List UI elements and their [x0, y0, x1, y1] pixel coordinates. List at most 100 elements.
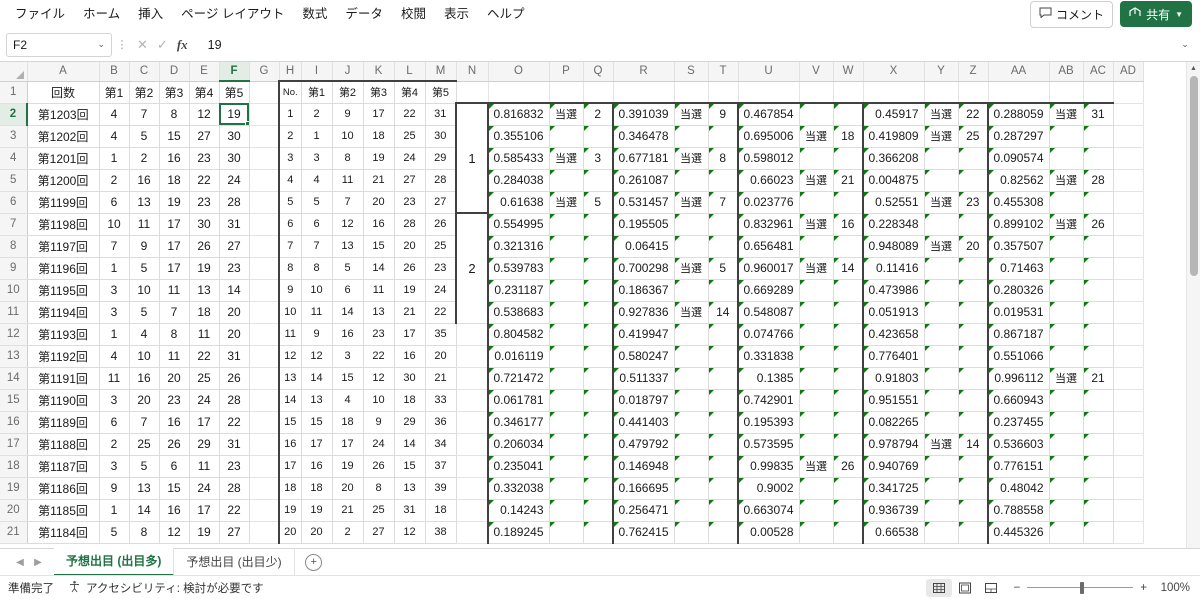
- cell-B12[interactable]: 1: [99, 323, 130, 346]
- column-header-C[interactable]: C: [129, 62, 160, 82]
- cell-R13[interactable]: 0.580247: [612, 345, 675, 368]
- cell-X21[interactable]: 0.66538: [862, 521, 925, 544]
- cell-R9[interactable]: 0.700298: [612, 257, 675, 280]
- cell-AC21[interactable]: [1083, 521, 1114, 544]
- vertical-scrollbar-thumb[interactable]: [1189, 76, 1198, 276]
- zoom-in-button[interactable]: +: [1140, 581, 1147, 594]
- empty-cell[interactable]: [613, 81, 675, 104]
- empty-cell[interactable]: [988, 81, 1050, 104]
- column-header-T[interactable]: T: [708, 62, 739, 82]
- cell-T10[interactable]: [708, 279, 739, 302]
- cell-P13[interactable]: [549, 345, 584, 368]
- cell-C4[interactable]: 2: [129, 147, 160, 170]
- cell-AB15[interactable]: [1049, 389, 1084, 412]
- cell-P15[interactable]: [549, 389, 584, 412]
- cell-F15[interactable]: 28: [219, 389, 250, 412]
- cell-W12[interactable]: [833, 323, 864, 346]
- cell-U8[interactable]: 0.656481: [737, 235, 800, 258]
- cell-AB2[interactable]: 当選: [1049, 102, 1084, 126]
- cell-K7[interactable]: 16: [363, 213, 395, 236]
- cell-S9[interactable]: 当選: [674, 257, 709, 280]
- column-header-B[interactable]: B: [99, 62, 130, 82]
- cell-Y16[interactable]: [924, 411, 959, 434]
- cell-A13[interactable]: 第1192回: [27, 345, 100, 368]
- cell-Z15[interactable]: [958, 389, 989, 412]
- cell-AB9[interactable]: [1049, 257, 1084, 280]
- cell-Z11[interactable]: [958, 301, 989, 324]
- cell-AA10[interactable]: 0.280326: [987, 279, 1050, 302]
- cell-M5[interactable]: 28: [425, 169, 457, 192]
- cell-AB21[interactable]: [1049, 521, 1084, 544]
- cell-Z10[interactable]: [958, 279, 989, 302]
- cell-AC9[interactable]: [1083, 257, 1114, 280]
- cancel-icon[interactable]: ✕: [137, 36, 148, 52]
- cell-R12[interactable]: 0.419947: [612, 323, 675, 346]
- cell-R10[interactable]: 0.186367: [612, 279, 675, 302]
- cell-Q2[interactable]: 2: [583, 102, 614, 126]
- cell-L14[interactable]: 30: [394, 367, 426, 390]
- cell-A3[interactable]: 第1202回: [27, 125, 100, 148]
- cell-AC12[interactable]: [1083, 323, 1114, 346]
- cell-E5[interactable]: 22: [189, 169, 220, 192]
- cell-M2[interactable]: 31: [425, 103, 457, 126]
- cell-U18[interactable]: 0.99835: [737, 455, 800, 478]
- cell-X14[interactable]: 0.91803: [862, 367, 925, 390]
- cell-I21[interactable]: 20: [301, 521, 333, 544]
- cell-Z5[interactable]: [958, 169, 989, 192]
- cell-F16[interactable]: 22: [219, 411, 250, 434]
- empty-cell[interactable]: [456, 389, 489, 412]
- cell-V18[interactable]: 当選: [799, 455, 834, 478]
- cell-AA17[interactable]: 0.536603: [987, 433, 1050, 456]
- cell-A12[interactable]: 第1193回: [27, 323, 100, 346]
- cell-B14[interactable]: 11: [99, 367, 130, 390]
- sheet-tab-0[interactable]: 予想出目 (出目多): [54, 548, 175, 576]
- empty-cell[interactable]: [1113, 147, 1144, 170]
- cell-L13[interactable]: 16: [394, 345, 426, 368]
- cell-I2[interactable]: 2: [301, 103, 333, 126]
- cell-X8[interactable]: 0.948089: [862, 235, 925, 258]
- cell-O5[interactable]: 0.284038: [487, 169, 550, 192]
- cell-H18[interactable]: 17: [278, 455, 302, 478]
- cell-I4[interactable]: 3: [301, 147, 333, 170]
- cell-O3[interactable]: 0.355106: [487, 125, 550, 148]
- cell-B7[interactable]: 10: [99, 213, 130, 236]
- cell-W13[interactable]: [833, 345, 864, 368]
- cell-O17[interactable]: 0.206034: [487, 433, 550, 456]
- cell-R14[interactable]: 0.511337: [612, 367, 675, 390]
- cell-AB10[interactable]: [1049, 279, 1084, 302]
- cell-P10[interactable]: [549, 279, 584, 302]
- cell-J17[interactable]: 17: [332, 433, 364, 456]
- empty-cell[interactable]: [456, 367, 489, 390]
- empty-cell[interactable]: [249, 213, 280, 236]
- cell-AC16[interactable]: [1083, 411, 1114, 434]
- cell-L20[interactable]: 31: [394, 499, 426, 522]
- cell-L9[interactable]: 26: [394, 257, 426, 280]
- cell-D21[interactable]: 12: [159, 521, 190, 544]
- cell-O16[interactable]: 0.346177: [487, 411, 550, 434]
- cell-Y15[interactable]: [924, 389, 959, 412]
- cell-AA6[interactable]: 0.455308: [987, 191, 1050, 214]
- cell-L1[interactable]: 第4: [394, 80, 426, 104]
- cell-V7[interactable]: 当選: [799, 213, 834, 236]
- cell-J18[interactable]: 19: [332, 455, 364, 478]
- row-header-5[interactable]: 5: [0, 169, 28, 192]
- cell-C10[interactable]: 10: [129, 279, 160, 302]
- empty-cell[interactable]: [1113, 411, 1144, 434]
- cell-AB4[interactable]: [1049, 147, 1084, 170]
- cell-AA5[interactable]: 0.82562: [987, 169, 1050, 192]
- cell-L2[interactable]: 22: [394, 103, 426, 126]
- cell-AA20[interactable]: 0.788558: [987, 499, 1050, 522]
- cell-M8[interactable]: 25: [425, 235, 457, 258]
- cell-D13[interactable]: 11: [159, 345, 190, 368]
- cell-C3[interactable]: 5: [129, 125, 160, 148]
- empty-cell[interactable]: [1113, 279, 1144, 302]
- cell-AA16[interactable]: 0.237455: [987, 411, 1050, 434]
- cell-Q11[interactable]: [583, 301, 614, 324]
- cell-Y17[interactable]: 当選: [924, 433, 959, 456]
- cell-H2[interactable]: 1: [278, 103, 302, 126]
- cell-D8[interactable]: 17: [159, 235, 190, 258]
- cell-AB7[interactable]: 当選: [1049, 213, 1084, 236]
- cell-E20[interactable]: 17: [189, 499, 220, 522]
- cell-V12[interactable]: [799, 323, 834, 346]
- cell-J9[interactable]: 5: [332, 257, 364, 280]
